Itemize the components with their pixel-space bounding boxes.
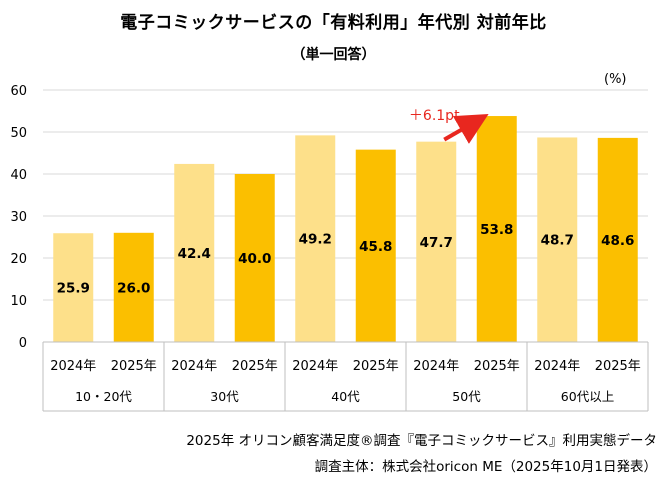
data-label: 53.8 (480, 222, 513, 238)
bar-2024年 (416, 141, 457, 342)
chart-title: 電子コミックサービスの「有料利用」年代別 対前年比 (120, 13, 547, 33)
bar-2025年 (234, 174, 275, 342)
bar-2025年 (597, 137, 638, 342)
increase-arrow (443, 114, 489, 144)
bar-2025年 (113, 232, 154, 342)
bar-2025年 (355, 149, 396, 342)
data-label: 25.9 (57, 281, 90, 297)
y-tick-label: 20 (10, 252, 27, 267)
data-label: 40.0 (238, 251, 271, 267)
footer-publisher: 調査主体：株式会社oricon ME（2025年10月1日発表） (314, 459, 657, 475)
group-tick-label: 60代以上 (561, 389, 614, 404)
bar-2024年 (53, 233, 94, 342)
y-tick-label: 60 (10, 84, 27, 99)
increase-annotation: ＋6.1pt (409, 108, 460, 124)
year-tick-label: 2025年 (474, 359, 520, 374)
chart-subtitle: （単一回答） (291, 47, 376, 63)
y-tick-label: 30 (10, 210, 27, 225)
data-label: 42.4 (178, 246, 211, 262)
footer-source: 2025年 オリコン顧客満足度®調査『電子コミックサービス』利用実態データ (186, 433, 657, 449)
bar-2025年 (476, 116, 517, 342)
year-tick-label: 2025年 (353, 359, 399, 374)
year-tick-label: 2025年 (111, 359, 157, 374)
data-label: 47.7 (420, 235, 453, 251)
y-tick-label: 0 (19, 336, 27, 351)
data-label: 45.8 (359, 239, 392, 255)
group-tick-label: 10・20代 (75, 389, 132, 404)
year-tick-label: 2024年 (534, 359, 580, 374)
year-tick-label: 2024年 (171, 359, 217, 374)
bar-2024年 (537, 137, 578, 342)
group-tick-label: 50代 (452, 389, 481, 404)
year-tick-label: 2024年 (292, 359, 338, 374)
year-tick-label: 2024年 (413, 359, 459, 374)
data-label: 49.2 (299, 232, 332, 248)
year-tick-label: 2025年 (595, 359, 641, 374)
group-tick-label: 30代 (210, 389, 239, 404)
data-label: 48.7 (541, 233, 574, 249)
bar-2024年 (174, 163, 215, 342)
bar-2024年 (295, 135, 336, 342)
unit-label: (%) (604, 72, 627, 87)
year-tick-label: 2025年 (232, 359, 278, 374)
y-tick-label: 10 (10, 294, 27, 309)
data-label: 26.0 (117, 280, 150, 296)
y-tick-label: 50 (10, 126, 27, 141)
data-label: 48.6 (601, 233, 634, 249)
year-tick-label: 2024年 (50, 359, 96, 374)
group-tick-label: 40代 (331, 389, 360, 404)
y-tick-label: 40 (10, 168, 27, 183)
